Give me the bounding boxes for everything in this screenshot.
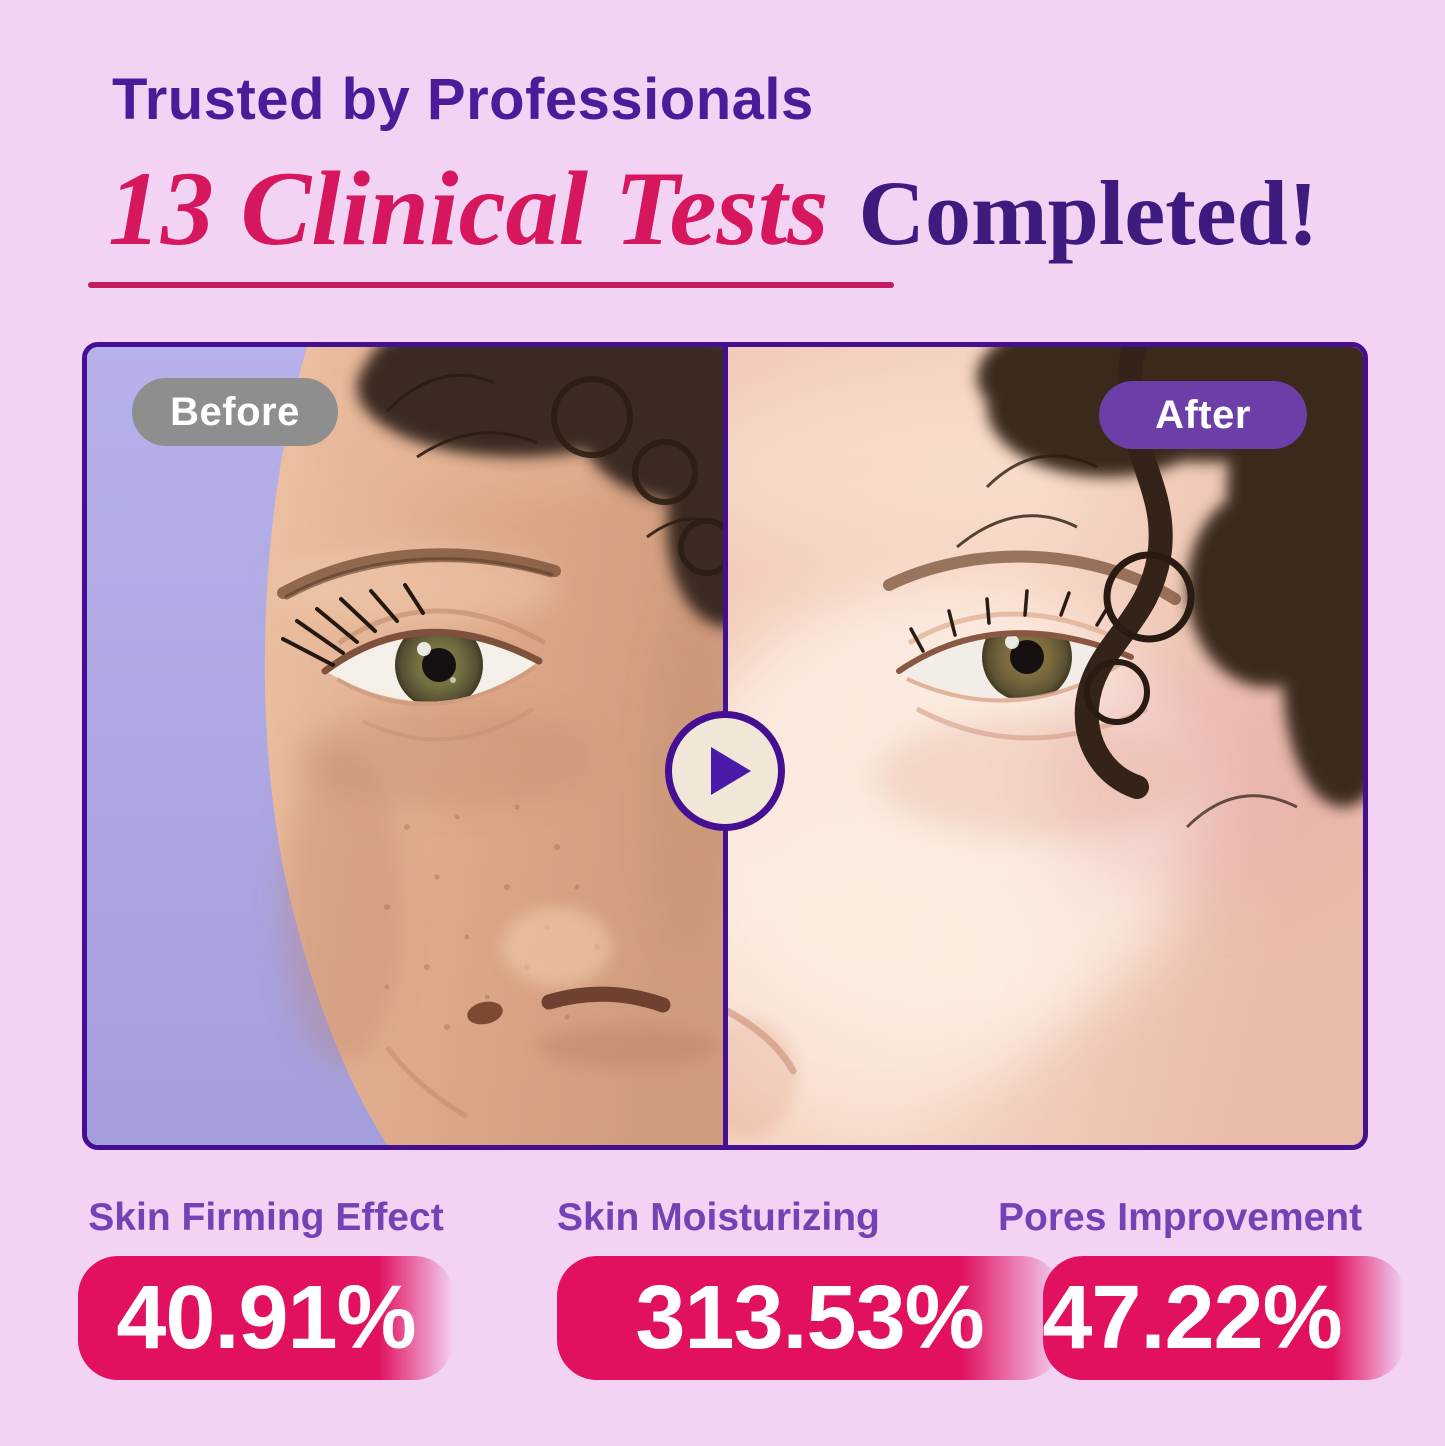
face-photo-art (87, 347, 1363, 1145)
after-badge-label: After (1155, 392, 1251, 437)
trusted-by-title: Trusted by Professionals (112, 67, 814, 132)
headline-highlight: 13 Clinical Tests (108, 150, 829, 267)
stat-value: 47.22% (1042, 1267, 1342, 1368)
stat-value-pill: 40.91% (78, 1256, 454, 1380)
play-icon (711, 747, 751, 795)
after-badge: After (1099, 381, 1307, 449)
stat-label: Skin Firming Effect (88, 1196, 444, 1239)
stat-value-pill: 313.53% (557, 1256, 1062, 1380)
stat-label: Skin Moisturizing (557, 1196, 880, 1239)
headline-rest: Completed! (858, 162, 1319, 264)
before-badge-label: Before (170, 389, 300, 434)
before-badge: Before (132, 378, 338, 446)
stat-value: 313.53% (635, 1267, 984, 1368)
play-button[interactable] (665, 711, 785, 831)
stat-group-skin-moisturizing: Skin Moisturizing 313.53% (557, 1196, 1062, 1380)
headline-underline (88, 282, 894, 288)
clinical-tests-headline: 13 Clinical Tests Completed! (108, 156, 1318, 262)
stat-label: Pores Improvement (998, 1196, 1363, 1239)
stat-group-pores-improvement: Pores Improvement 47.22% (998, 1196, 1405, 1380)
stat-value-pill: 47.22% (1042, 1256, 1405, 1380)
before-after-photo: Before After (82, 342, 1368, 1150)
stat-group-skin-firming: Skin Firming Effect 40.91% (78, 1196, 454, 1380)
stat-value: 40.91% (116, 1267, 416, 1368)
